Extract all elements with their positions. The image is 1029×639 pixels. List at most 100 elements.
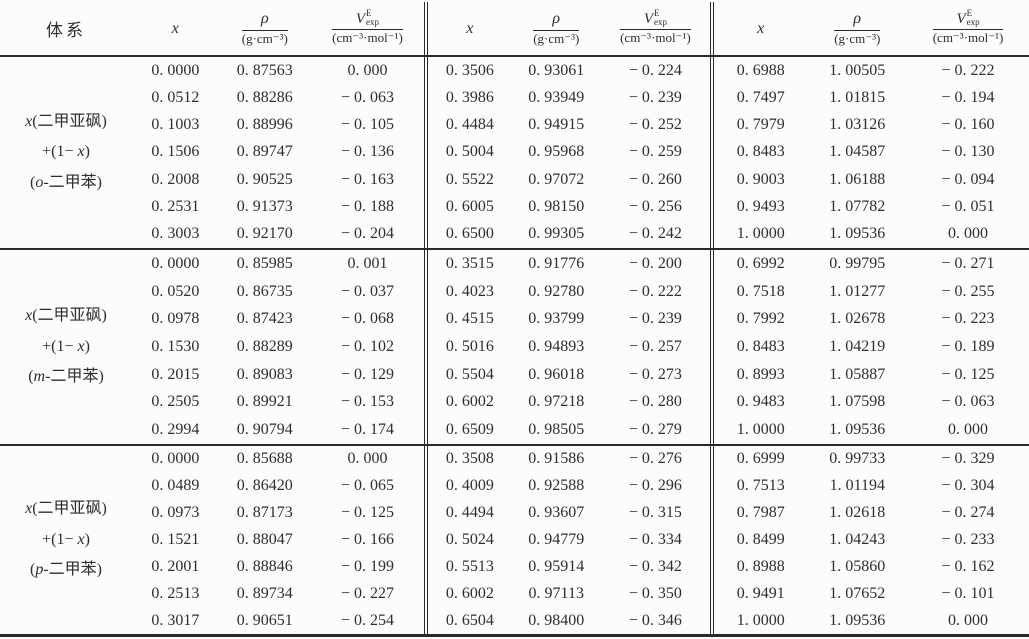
density-value: 1. 04587 — [829, 143, 886, 161]
data-block: 0. 3506 0. 93061 − 0. 224 0. 3986 0. 93949 − … — [424, 57, 710, 248]
excess-volume-value: − 0. 153 — [340, 393, 394, 411]
density-value: 0. 89921 — [236, 393, 293, 411]
density-value: 0. 98505 — [528, 421, 585, 439]
x-value: 0. 7518 — [736, 282, 785, 300]
mole-fraction-symbol: x — [25, 112, 33, 130]
open-paren: ( — [30, 173, 36, 191]
isomer-prefix: m — [33, 368, 46, 386]
data-block: 0. 3508 0. 91586 − 0. 276 0. 4009 0. 92588 − … — [424, 446, 710, 634]
x-value: 0. 3003 — [151, 225, 200, 243]
x-value: 0. 3017 — [151, 611, 200, 629]
excess-volume-value: − 0. 102 — [340, 337, 394, 355]
density-value: 0. 90794 — [236, 421, 293, 439]
excess-volume-value: − 0. 257 — [628, 337, 682, 355]
x-value: 0. 6002 — [445, 584, 494, 602]
component1-name: (二甲亚砜) — [32, 500, 107, 518]
x-value: 0. 2505 — [151, 393, 200, 411]
x-value: 0. 4484 — [445, 116, 494, 134]
density-value: 1. 04243 — [829, 530, 886, 548]
mole-fraction-symbol: x — [25, 500, 33, 518]
x-value: 0. 6988 — [736, 61, 785, 79]
excess-volume-value: 0. 001 — [347, 254, 388, 272]
density-value: 0. 92780 — [528, 282, 585, 300]
excess-volume-value: 0. 000 — [948, 421, 989, 439]
excess-volume-value: − 0. 259 — [628, 143, 682, 161]
density-value: 0. 87423 — [236, 310, 293, 328]
x-value: 0. 6504 — [445, 611, 494, 629]
header-system: 体系 — [0, 2, 132, 55]
x-value: 0. 8993 — [736, 365, 785, 383]
excess-volume-value: − 0. 279 — [628, 421, 682, 439]
excess-volume-value: − 0. 274 — [941, 504, 995, 522]
density-value: 1. 01277 — [829, 282, 886, 300]
excess-volume-value: − 0. 239 — [628, 88, 682, 106]
density-value: 0. 96018 — [528, 365, 585, 383]
x-value: 0. 5522 — [445, 170, 494, 188]
density-value: 0. 92170 — [236, 225, 293, 243]
x-value: 0. 0973 — [151, 504, 200, 522]
component2-name: -二甲苯) — [43, 173, 102, 191]
x-value: 0. 8483 — [736, 143, 785, 161]
system-label-line1: x(二甲亚砜) — [25, 113, 107, 131]
open-paren: ( — [28, 368, 34, 386]
x-value: 0. 1530 — [151, 337, 200, 355]
x-value: 0. 4494 — [445, 504, 494, 522]
density-value: 1. 02678 — [829, 310, 886, 328]
excess-volume-value: − 0. 342 — [628, 557, 682, 575]
excess-volume-value: − 0. 273 — [628, 365, 682, 383]
x-value: 0. 6992 — [736, 254, 785, 272]
x-value: 0. 7987 — [736, 504, 785, 522]
density-value: 0. 95968 — [528, 143, 585, 161]
mole-fraction-symbol: x — [77, 143, 85, 161]
isomer-prefix: p — [35, 561, 44, 579]
excess-volume-value: 0. 000 — [948, 611, 989, 629]
excess-volume-value: − 0. 271 — [941, 254, 995, 272]
density-value: 0. 95914 — [528, 557, 585, 575]
density-value: 0. 90525 — [236, 170, 293, 188]
x-value: 0. 2994 — [151, 421, 200, 439]
excess-volume-value: − 0. 223 — [941, 310, 995, 328]
excess-volume-value: − 0. 068 — [340, 310, 394, 328]
table-header: 体系 x ρ (g·cm⁻³) V E — [0, 2, 1029, 57]
x-value: 0. 9483 — [736, 393, 785, 411]
density-value: 0. 90651 — [236, 611, 293, 629]
excess-volume-value: − 0. 242 — [628, 225, 682, 243]
excess-volume-value: − 0. 296 — [628, 477, 682, 495]
x-value: 0. 5016 — [445, 337, 494, 355]
x-value: 0. 0000 — [151, 254, 200, 272]
x-value: 0. 5513 — [445, 557, 494, 575]
x-value: 0. 5504 — [445, 365, 494, 383]
mole-fraction-symbol: x — [25, 307, 33, 325]
x-value: 0. 4515 — [445, 310, 494, 328]
excess-volume-value: − 0. 051 — [941, 198, 995, 216]
excess-volume-value: − 0. 125 — [941, 365, 995, 383]
excess-volume-value: − 0. 063 — [941, 393, 995, 411]
excess-volume-value: − 0. 094 — [941, 170, 995, 188]
density-value: 1. 01815 — [829, 88, 886, 106]
excess-volume-value: − 0. 063 — [340, 88, 394, 106]
x-value: 0. 5004 — [445, 143, 494, 161]
header-x-label: x — [757, 19, 765, 37]
data-block: 0. 0000 0. 85985 0. 001 0. 0520 0. 86735 − 0.… — [132, 250, 424, 444]
x-value: 0. 0489 — [151, 477, 200, 495]
system-label-line2: +(1− x) — [42, 338, 90, 356]
data-block: 0. 0000 0. 85688 0. 000 0. 0489 0. 86420 − 0.… — [132, 446, 424, 634]
density-value: 1. 05887 — [829, 365, 886, 383]
x-value: 0. 9003 — [736, 170, 785, 188]
component2-name: -二甲苯) — [45, 368, 104, 386]
density-value: 1. 09536 — [829, 225, 886, 243]
density-value: 0. 97218 — [528, 393, 585, 411]
excess-volume-value: − 0. 037 — [340, 282, 394, 300]
x-value: 0. 6999 — [736, 450, 785, 468]
x-value: 0. 7979 — [736, 116, 785, 134]
close-paren: ) — [84, 143, 90, 161]
x-value: 0. 0512 — [151, 88, 200, 106]
header-system-label: 体系 — [46, 21, 86, 40]
x-value: 0. 9491 — [736, 584, 785, 602]
density-value: 1. 03126 — [829, 116, 886, 134]
mole-fraction-symbol: x — [77, 337, 85, 355]
density-value: 0. 87173 — [236, 504, 293, 522]
density-value: 0. 93061 — [528, 61, 585, 79]
excess-volume-value: − 0. 329 — [941, 450, 995, 468]
density-value: 1. 02618 — [829, 504, 886, 522]
